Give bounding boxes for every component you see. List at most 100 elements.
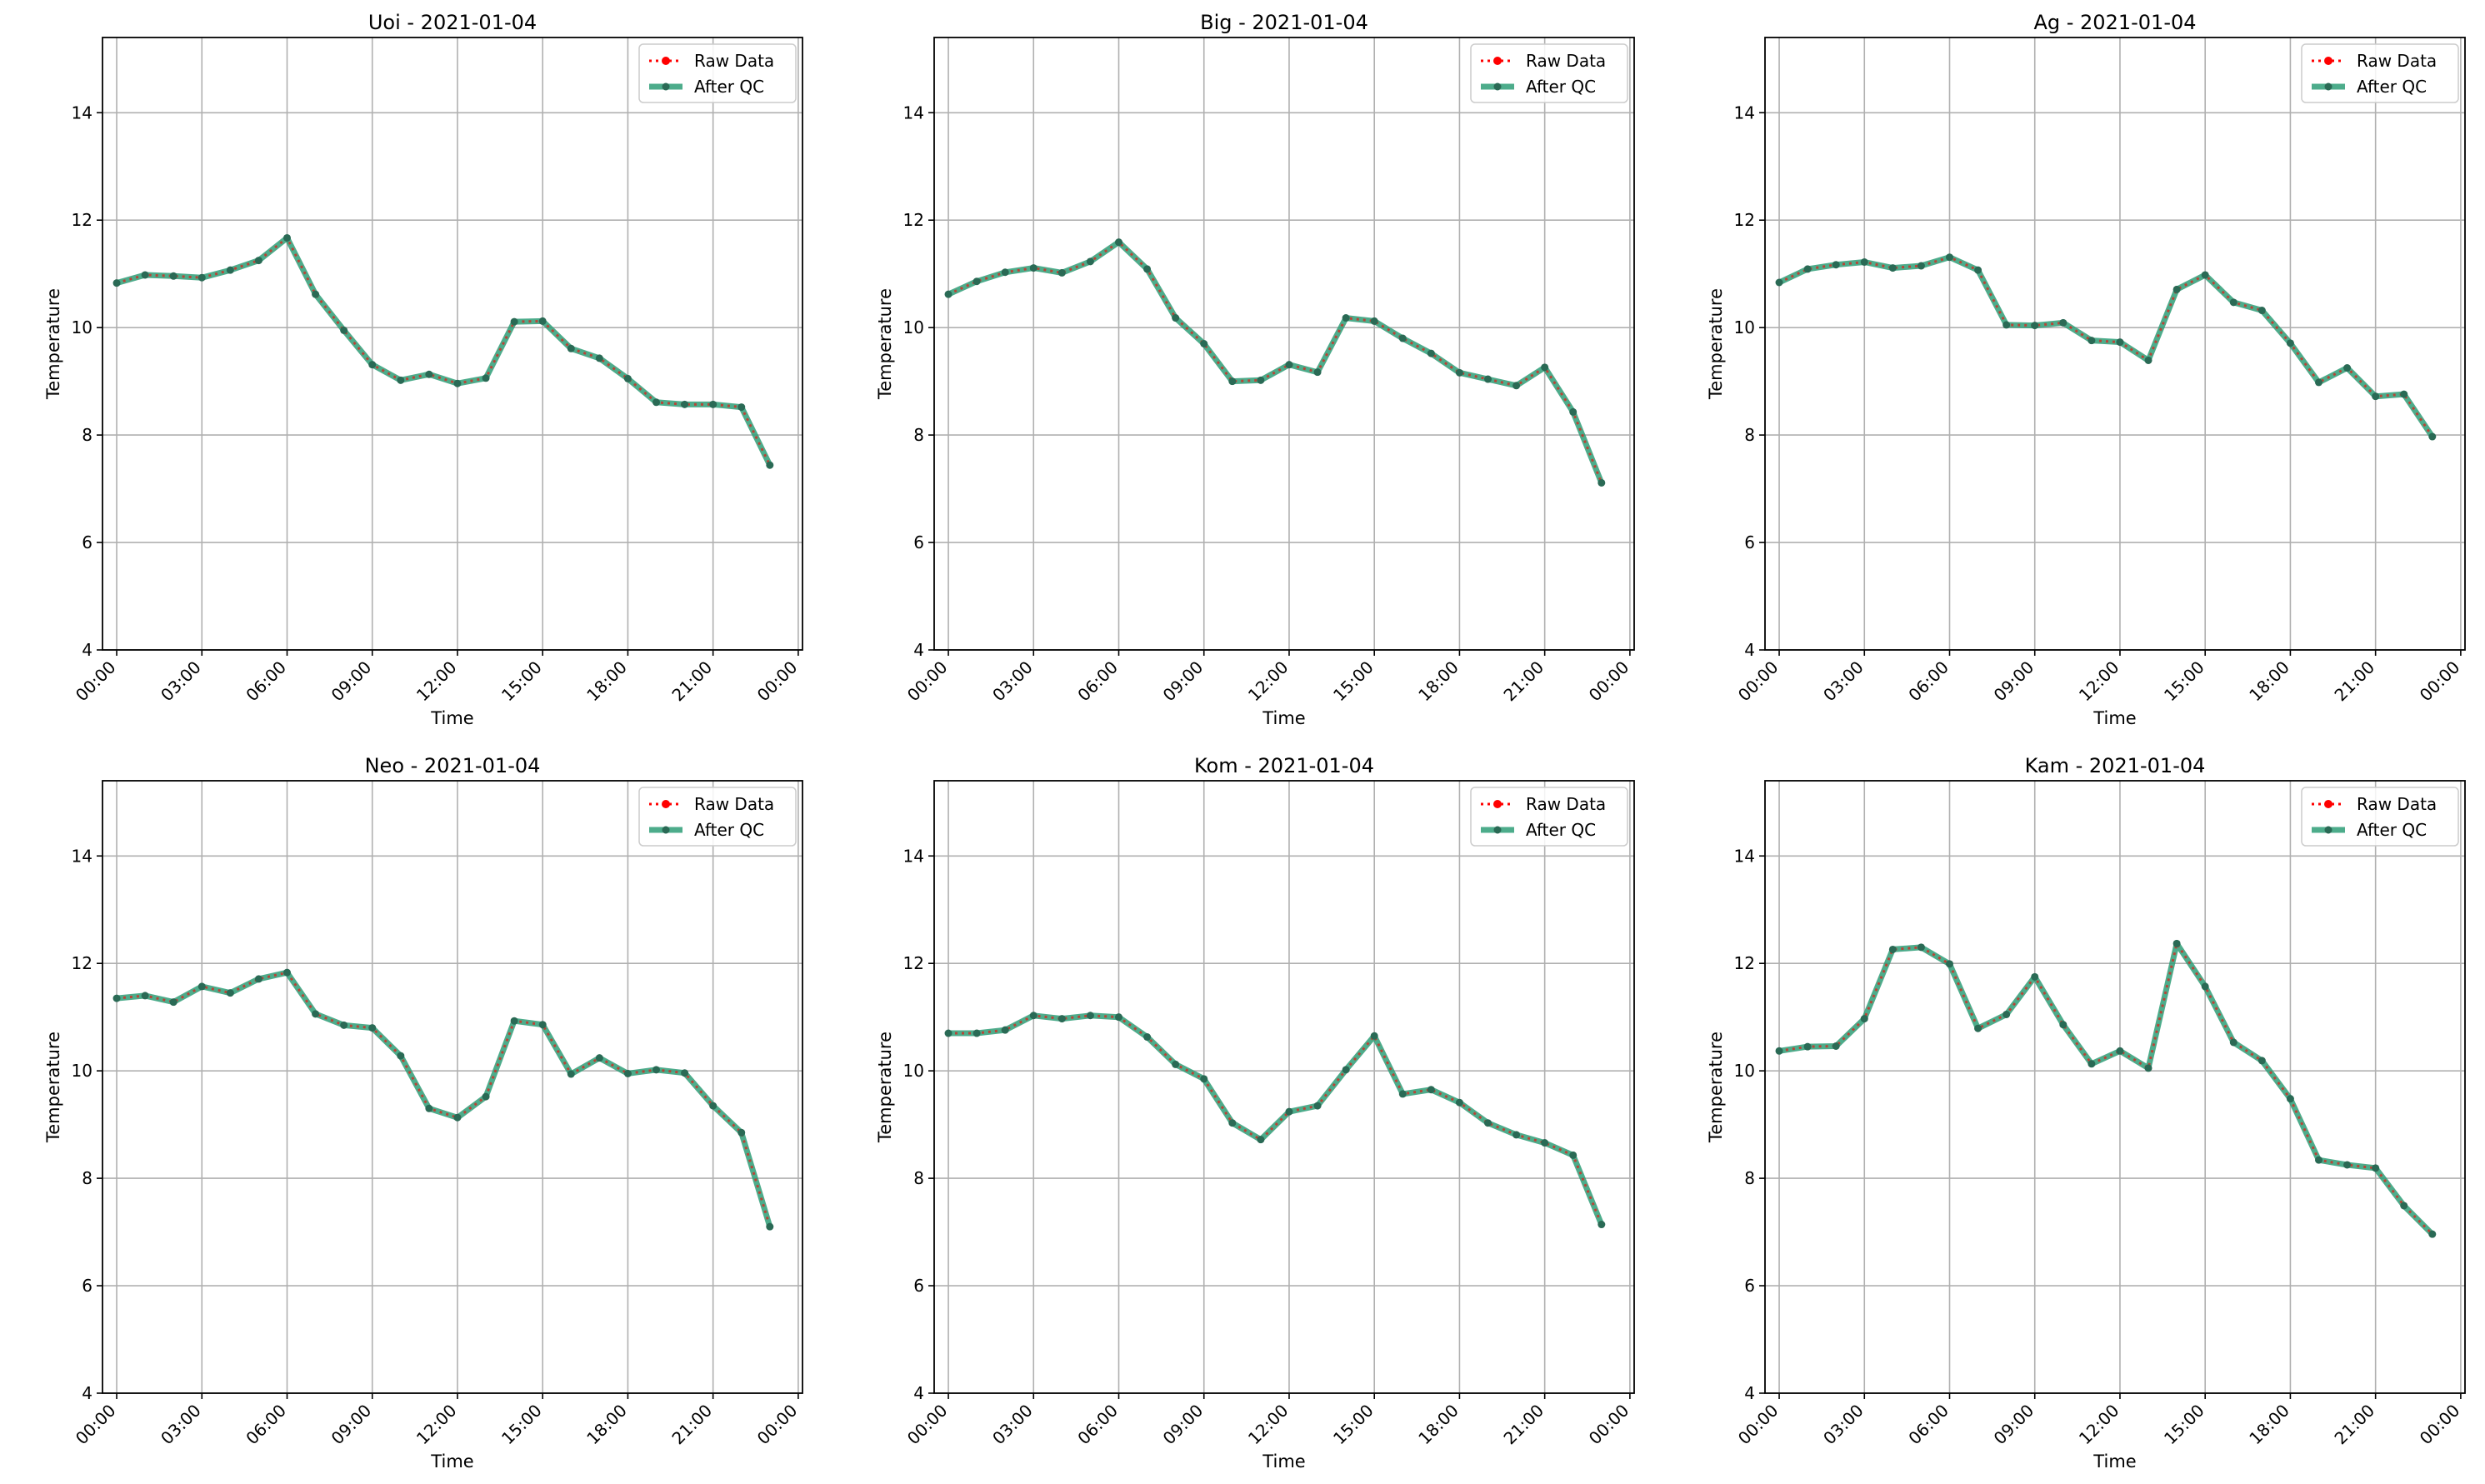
axes-frame (933, 37, 1635, 651)
after-qc-point (2400, 390, 2408, 398)
after-qc-point (1370, 1032, 1378, 1040)
after-qc-point (169, 998, 178, 1007)
y-tick-label: 10 (903, 1061, 924, 1081)
legend-marker-raw-data (662, 57, 670, 65)
after-qc-point (1888, 264, 1897, 272)
after-qc-point (2229, 298, 2238, 307)
legend-marker-raw-data (662, 800, 670, 808)
after-qc-point (1860, 258, 1868, 266)
after-qc-point (1172, 1060, 1180, 1068)
after-qc-point (1974, 266, 1982, 274)
after-qc-point (2372, 392, 2380, 401)
after-qc-point (226, 989, 234, 997)
after-qc-point (972, 1029, 981, 1037)
y-tick-label: 4 (913, 1383, 924, 1403)
after-qc-point (623, 1069, 632, 1077)
after-qc-point (2400, 1202, 2408, 1210)
y-tick-label: 4 (913, 640, 924, 660)
after-qc-point (2059, 1021, 2068, 1029)
y-axis-label: Temperature (43, 1032, 63, 1143)
after-qc-point (567, 1070, 575, 1078)
y-tick-label: 6 (82, 1276, 92, 1296)
after-qc-point (1172, 314, 1180, 322)
after-qc-point (1200, 1075, 1208, 1083)
after-qc-point (397, 376, 405, 384)
after-qc-point (595, 354, 603, 362)
after-qc-point (1974, 1024, 1982, 1032)
legend-label-raw-data: Raw Data (1526, 794, 1606, 814)
after-qc-point (1512, 1131, 1521, 1139)
y-tick-label: 6 (1744, 532, 1755, 552)
after-qc-point (2116, 338, 2124, 347)
after-qc-point (1541, 363, 1549, 372)
after-qc-point (1313, 1102, 1322, 1110)
x-axis-label: Time (1262, 1452, 1305, 1472)
legend-label-after-qc: After QC (694, 77, 764, 97)
legend-marker-raw-data (1493, 57, 1502, 65)
after-qc-point (681, 1069, 689, 1077)
series-line-raw-data (116, 236, 772, 466)
after-qc-point (1946, 960, 1954, 968)
y-tick-label: 12 (903, 210, 924, 230)
after-qc-point (2428, 432, 2437, 441)
after-qc-point (510, 317, 518, 326)
after-qc-point (283, 968, 292, 977)
after-qc-point (738, 1128, 746, 1137)
y-tick-label: 12 (903, 953, 924, 973)
legend: Raw Data After QC (1470, 787, 1628, 847)
after-qc-point (1086, 1012, 1094, 1020)
subplot-title: Kam - 2021-01-04 (2025, 754, 2206, 777)
legend-marker-raw-data (2324, 57, 2332, 65)
after-qc-point (2258, 307, 2266, 315)
after-qc-point (2116, 1047, 2124, 1055)
y-tick-label: 6 (913, 532, 924, 552)
after-qc-point (1569, 407, 1578, 416)
after-qc-point (1285, 361, 1293, 369)
after-qc-point (1598, 1221, 1606, 1229)
after-qc-point (1775, 278, 1783, 287)
subplot-title: Neo - 2021-01-04 (365, 754, 541, 777)
after-qc-point (538, 317, 547, 325)
after-qc-point (1115, 1013, 1123, 1022)
subplot-title: Uoi - 2021-01-04 (368, 11, 537, 34)
legend-marker-after-qc (662, 826, 670, 834)
after-qc-point (2201, 982, 2209, 991)
series-line-raw-data (948, 240, 1603, 484)
y-tick-label: 8 (1744, 425, 1755, 445)
after-qc-point (1860, 1015, 1868, 1023)
after-qc-point (709, 400, 718, 408)
after-qc-point (2315, 378, 2323, 387)
after-qc-point (368, 1024, 377, 1032)
after-qc-point (1001, 1026, 1009, 1034)
axes-frame (1764, 780, 2466, 1394)
y-tick-label: 4 (1744, 640, 1755, 660)
legend-marker-after-qc (662, 82, 670, 91)
after-qc-point (1832, 1042, 1840, 1050)
legend: Raw Data After QC (2301, 43, 2459, 103)
after-qc-point (1228, 1119, 1237, 1127)
y-tick-label: 8 (82, 425, 92, 445)
y-tick-label: 8 (913, 1168, 924, 1188)
after-qc-point (2088, 1060, 2096, 1068)
y-tick-label: 12 (72, 210, 92, 230)
after-qc-point (766, 1222, 774, 1231)
x-axis-label: Time (1262, 708, 1305, 728)
y-tick-label: 4 (82, 1383, 92, 1403)
after-qc-point (2031, 322, 2039, 330)
after-qc-point (709, 1102, 718, 1110)
after-qc-point (2144, 1064, 2152, 1072)
after-qc-point (623, 374, 632, 382)
y-tick-label: 8 (1744, 1168, 1755, 1188)
after-qc-point (1946, 253, 1954, 262)
series-line-after-qc (948, 1012, 1605, 1226)
series-line-raw-data (116, 971, 772, 1227)
y-tick-label: 14 (903, 102, 924, 122)
y-tick-label: 4 (1744, 1383, 1755, 1403)
after-qc-point (141, 271, 149, 279)
after-qc-point (652, 398, 661, 407)
after-qc-point (254, 257, 262, 265)
legend: Raw Data After QC (1470, 43, 1628, 103)
after-qc-point (1398, 1090, 1407, 1098)
after-qc-point (1484, 375, 1492, 383)
